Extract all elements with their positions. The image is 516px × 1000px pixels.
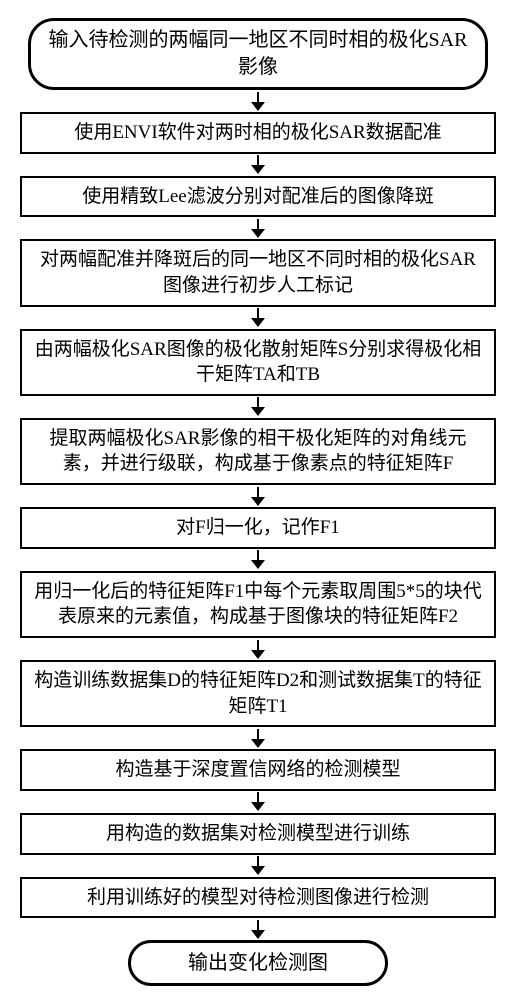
flowchart-node-label: 构造基于深度置信网络的检测模型 <box>115 757 400 783</box>
flowchart-node-label: 由两幅极化SAR图像的极化散射矩阵S分别求得极化相干矩阵TA和TB <box>32 337 484 388</box>
flowchart-process: 对F归一化，记作F1 <box>20 507 496 549</box>
flowchart-terminal: 输出变化检测图 <box>128 940 388 986</box>
flowchart-node-label: 提取两幅极化SAR影像的相干极化矩阵的对角线元素，并进行级联，构成基于像素点的特… <box>32 426 484 477</box>
flowchart-node-label: 输出变化检测图 <box>188 950 328 977</box>
flowchart-node-label: 利用训练好的模型对待检测图像进行检测 <box>87 885 429 911</box>
arrow-down <box>251 485 265 507</box>
arrow-down <box>251 307 265 329</box>
flowchart-process: 由两幅极化SAR图像的极化散射矩阵S分别求得极化相干矩阵TA和TB <box>20 329 496 396</box>
flowchart-process: 使用精致Lee滤波分别对配准后的图像降斑 <box>20 176 496 218</box>
flowchart-terminal: 输入待检测的两幅同一地区不同时相的极化SAR影像 <box>28 18 488 90</box>
flowchart-node-label: 构造训练数据集D的特征矩阵D2和测试数据集T的特征矩阵T1 <box>32 668 484 719</box>
arrow-down <box>251 918 265 940</box>
flowchart-node-label: 使用ENVI软件对两时相的极化SAR数据配准 <box>74 120 441 146</box>
flowchart-process: 提取两幅极化SAR影像的相干极化矩阵的对角线元素，并进行级联，构成基于像素点的特… <box>20 418 496 485</box>
flowchart-node-label: 使用精致Lee滤波分别对配准后的图像降斑 <box>82 184 433 210</box>
flowchart-process: 利用训练好的模型对待检测图像进行检测 <box>20 877 496 919</box>
arrow-down <box>251 727 265 749</box>
flowchart-process: 构造基于深度置信网络的检测模型 <box>20 749 496 791</box>
flowchart-node-label: 对两幅配准并降斑后的同一地区不同时相的极化SAR图像进行初步人工标记 <box>32 247 484 298</box>
flowchart-process: 构造训练数据集D的特征矩阵D2和测试数据集T的特征矩阵T1 <box>20 660 496 727</box>
flowchart-process: 使用ENVI软件对两时相的极化SAR数据配准 <box>20 112 496 154</box>
flowchart-node-label: 输入待检测的两幅同一地区不同时相的极化SAR影像 <box>41 27 475 81</box>
arrow-down <box>251 396 265 418</box>
arrow-down <box>251 855 265 877</box>
flowchart-process: 对两幅配准并降斑后的同一地区不同时相的极化SAR图像进行初步人工标记 <box>20 239 496 306</box>
arrow-down <box>251 549 265 571</box>
flowchart-node-label: 对F归一化，记作F1 <box>176 515 340 541</box>
flowchart-process: 用构造的数据集对检测模型进行训练 <box>20 813 496 855</box>
arrow-down <box>251 90 265 112</box>
arrow-down <box>251 638 265 660</box>
flowchart-process: 用归一化后的特征矩阵F1中每个元素取周围5*5的块代表原来的元素值，构成基于图像… <box>20 571 496 638</box>
arrow-down <box>251 217 265 239</box>
flowchart-node-label: 用归一化后的特征矩阵F1中每个元素取周围5*5的块代表原来的元素值，构成基于图像… <box>32 579 484 630</box>
arrow-down <box>251 154 265 176</box>
arrow-down <box>251 791 265 813</box>
flowchart-node-label: 用构造的数据集对检测模型进行训练 <box>106 821 410 847</box>
flowchart-container: 输入待检测的两幅同一地区不同时相的极化SAR影像使用ENVI软件对两时相的极化S… <box>20 18 496 986</box>
